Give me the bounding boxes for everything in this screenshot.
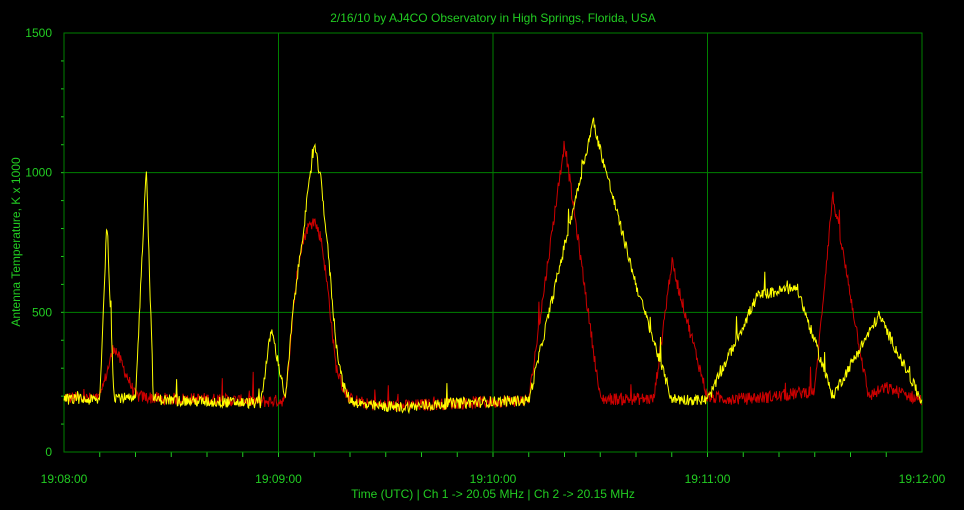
x-tick-label: 19:10:00 (470, 472, 517, 486)
chart-title: 2/16/10 by AJ4CO Observatory in High Spr… (330, 11, 655, 25)
x-tick-label: 19:09:00 (255, 472, 302, 486)
plot-frame (63, 32, 923, 453)
series-line-ch2 (63, 117, 923, 415)
x-tick-label: 19:11:00 (685, 472, 731, 486)
series-layer (63, 117, 923, 415)
x-tick-label: 19:08:00 (41, 472, 88, 486)
x-tick-labels: 19:08:00 19:09:00 19:10:00 19:11:00 19:12:00 (41, 472, 946, 486)
y-tick-label: 0 (45, 445, 52, 459)
series-line-ch1 (63, 140, 923, 412)
y-tick-label: 500 (32, 305, 52, 319)
grid (61, 33, 922, 457)
y-tick-label: 1000 (25, 166, 52, 180)
y-axis-label: Antenna Temperature, K x 1000 (9, 157, 23, 327)
x-tick-label: 19:12:00 (899, 472, 946, 486)
y-tick-label: 1500 (25, 26, 52, 40)
y-tick-labels: 0 500 1000 1500 (25, 26, 52, 459)
x-axis-label: Time (UTC) | Ch 1 -> 20.05 MHz | Ch 2 ->… (351, 487, 635, 501)
